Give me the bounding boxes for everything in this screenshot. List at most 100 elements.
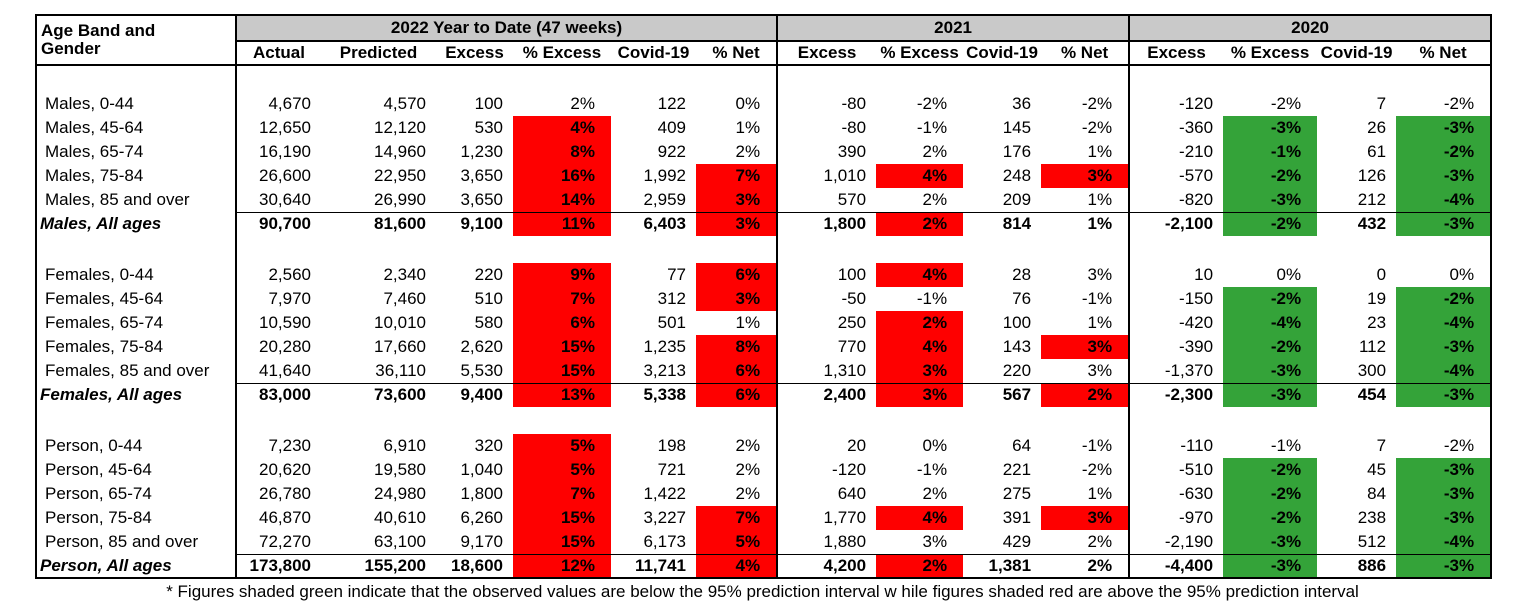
spacer-cell	[36, 407, 236, 434]
cell-y2021-pct-net: -2%	[1081, 118, 1113, 138]
cell-ytd-predicted: 12,120	[374, 118, 426, 138]
cell-ytd-excess: 18,600	[436, 553, 513, 578]
cell-ytd-actual: 7,230	[235, 434, 321, 458]
cell-y2021-pct-excess: 2%	[876, 553, 964, 578]
cell-ytd-pct-excess: 5%	[513, 458, 611, 482]
cell-y2020-excess: -2,100	[1128, 211, 1224, 236]
cell-y2021-pct-excess: 2%	[922, 484, 948, 504]
cell-y2020-covid: 432	[1317, 211, 1397, 236]
cell-y2020-pct-excess: -4%	[1223, 311, 1318, 335]
cell-y2020-pct-net: -3%	[1396, 116, 1492, 140]
table-row: Males, 45-64 12,650 12,120 530 4% 409 1% -80 -1%…	[36, 116, 1492, 140]
cell-ytd-covid: 312	[657, 289, 686, 309]
cell-y2020-excess: -4,400	[1128, 553, 1224, 578]
year-header-row: Age Band and Gender 2022 Year to Date (4…	[36, 15, 1492, 66]
column-header-row: Actual Predicted Excess % Excess Covid-1…	[36, 41, 1492, 66]
cell-y2021-pct-excess: 0%	[922, 436, 948, 456]
cell-y2021-pct-net: 1%	[1087, 484, 1113, 504]
spacer-cell	[776, 65, 877, 92]
cell-ytd-excess: 510	[474, 289, 503, 309]
cell-y2020-excess: -110	[1128, 434, 1224, 458]
cell-ytd-pct-net: 2%	[735, 436, 761, 456]
spacer-cell	[36, 65, 236, 92]
cell-y2020-pct-net: 0%	[1449, 265, 1475, 285]
excess-deaths-table: Age Band and Gender 2022 Year to Date (4…	[35, 14, 1493, 579]
cell-y2021-covid: 1,381	[963, 553, 1042, 578]
cell-y2021-pct-net: 2%	[1087, 531, 1113, 551]
cell-y2020-covid: 23	[1367, 313, 1387, 333]
spacer-cell	[696, 65, 777, 92]
cell-y2020-covid: 7	[1376, 94, 1387, 114]
row-label: Females, 45-64	[45, 289, 164, 309]
cell-ytd-predicted: 6,910	[383, 436, 426, 456]
cell-y2020-excess: -970	[1128, 506, 1224, 530]
cell-y2021-covid: 814	[963, 211, 1042, 236]
cell-ytd-covid: 501	[657, 313, 686, 333]
cell-ytd-actual: 20,280	[235, 335, 321, 359]
spacer-cell	[1396, 65, 1491, 92]
cell-y2020-excess: -150	[1128, 287, 1224, 311]
cell-y2020-excess: -210	[1128, 140, 1224, 164]
cell-ytd-predicted: 24,980	[374, 484, 426, 504]
cell-ytd-predicted: 73,600	[321, 382, 436, 407]
cell-y2020-excess: -1,370	[1128, 359, 1224, 383]
cell-ytd-actual: 83,000	[235, 382, 321, 407]
cell-y2021-pct-excess: 2%	[922, 189, 948, 209]
cell-ytd-covid: 77	[667, 265, 686, 285]
spacer-cell	[235, 236, 321, 263]
cell-ytd-pct-excess: 15%	[513, 359, 611, 383]
cell-ytd-covid: 409	[657, 118, 686, 138]
cell-y2021-covid: 275	[1002, 484, 1032, 504]
cell-ytd-covid: 5,338	[611, 382, 696, 407]
cell-ytd-covid: 11,741	[611, 553, 696, 578]
spacer-cell	[876, 236, 963, 263]
cell-y2021-pct-excess: -1%	[916, 118, 948, 138]
spacer-cell	[235, 407, 321, 434]
cell-ytd-actual: 41,640	[235, 359, 321, 383]
cell-ytd-actual: 16,190	[235, 140, 321, 164]
cell-y2021-pct-excess: -1%	[916, 289, 948, 309]
table-row: Females, 75-84 20,280 17,660 2,620 15% 1,235 8…	[36, 335, 1492, 359]
cell-ytd-pct-excess: 7%	[513, 287, 611, 311]
cell-ytd-pct-excess: 11%	[513, 211, 611, 236]
cell-ytd-covid: 1,235	[643, 337, 686, 357]
cell-y2020-excess: -390	[1128, 335, 1224, 359]
cell-y2021-excess: 1,310	[776, 359, 877, 383]
col-header-2021-excess: Excess	[776, 41, 877, 66]
cell-ytd-covid: 922	[657, 142, 686, 162]
cell-ytd-actual: 46,870	[235, 506, 321, 530]
cell-ytd-covid: 3,227	[643, 508, 686, 528]
cell-y2020-pct-excess: -3%	[1223, 116, 1318, 140]
table-row: Males, 0-44 4,670 4,570 100 2% 122 0% -80 -2% 36 -…	[36, 92, 1491, 116]
cell-y2020-pct-excess: -2%	[1270, 94, 1302, 114]
cell-y2020-pct-net: -4%	[1396, 188, 1492, 212]
cell-y2021-pct-net: 1%	[1087, 142, 1113, 162]
cell-y2021-excess: 20	[776, 434, 877, 458]
cell-y2020-covid: 26	[1367, 118, 1387, 138]
cell-ytd-pct-net: 2%	[735, 484, 761, 504]
cell-ytd-pct-excess: 15%	[513, 335, 611, 359]
table-row: Females, 65-74 10,590 10,010 580 6% 501 1% 250 2…	[36, 311, 1492, 335]
cell-y2020-excess: -510	[1128, 458, 1224, 482]
cell-ytd-actual: 10,590	[235, 311, 321, 335]
cell-ytd-pct-net: 6%	[696, 359, 778, 383]
cell-ytd-pct-net: 1%	[735, 313, 761, 333]
cell-ytd-actual: 72,270	[235, 530, 321, 554]
table-row: Males, 75-84 26,600 22,950 3,650 16% 1,992 7% 1…	[36, 164, 1492, 188]
cell-ytd-pct-excess: 7%	[513, 482, 611, 506]
table-row: Females, 0-44 2,560 2,340 220 9% 77 6% 100 4% 28 3…	[36, 263, 1491, 287]
spacer-cell	[611, 407, 696, 434]
cell-y2020-covid: 84	[1367, 484, 1387, 504]
cell-ytd-pct-net: 3%	[696, 188, 778, 212]
cell-y2021-covid: 145	[1002, 118, 1032, 138]
cell-y2020-covid: 45	[1367, 460, 1387, 480]
cell-ytd-pct-excess: 4%	[513, 116, 611, 140]
row-label: Females, 0-44	[45, 265, 154, 285]
col-header-ytd-excess: Excess	[436, 41, 513, 66]
corner-header: Age Band and Gender	[36, 15, 236, 66]
spacer-row	[36, 65, 1491, 92]
corner-header-line2: Gender	[41, 39, 101, 58]
spacer-cell	[963, 236, 1041, 263]
cell-ytd-predicted: 81,600	[321, 211, 436, 236]
cell-y2021-pct-excess: 4%	[876, 263, 964, 287]
